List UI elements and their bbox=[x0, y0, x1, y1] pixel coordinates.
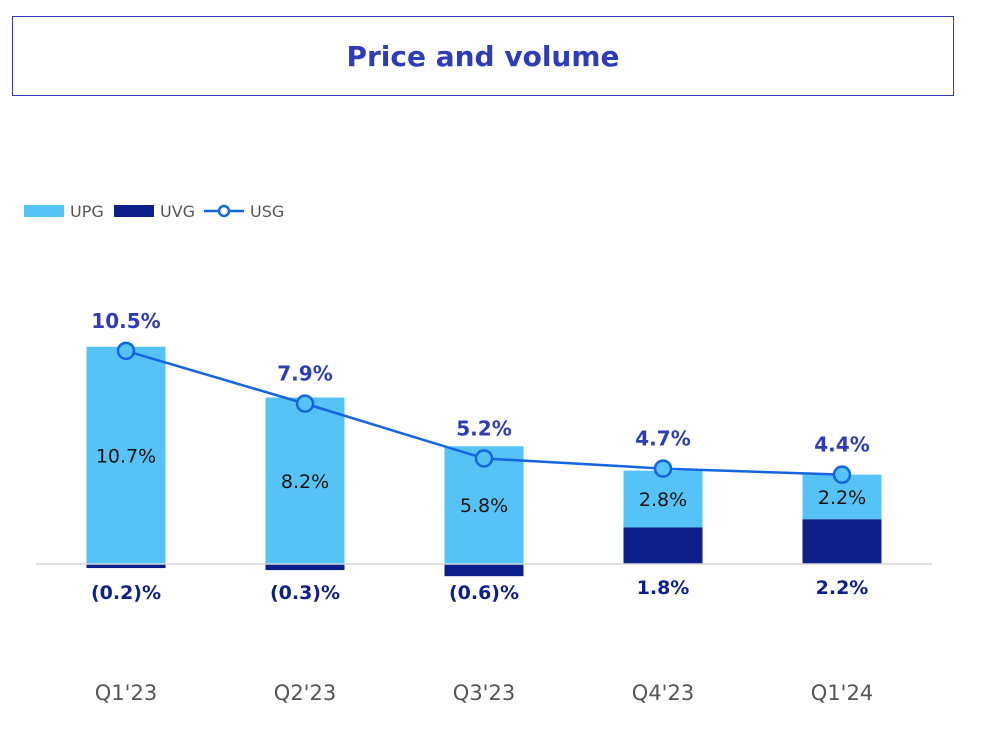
title-box: Price and volume bbox=[12, 16, 954, 96]
usg-marker-q2-23 bbox=[295, 394, 315, 413]
category-label-q1-23: Q1'23 bbox=[95, 681, 157, 705]
bar-upg-q4-23 bbox=[623, 470, 703, 528]
usg-marker-q3-23 bbox=[474, 449, 494, 468]
bar-uvg-q1-24 bbox=[802, 519, 882, 564]
legend-label-usg: USG bbox=[250, 202, 284, 221]
label-uvg-q4-23: 1.8% bbox=[637, 577, 690, 599]
label-uvg-q1-23: (0.2)% bbox=[91, 582, 161, 604]
usg-marker-q1-24 bbox=[832, 465, 852, 484]
category-label-q2-23: Q2'23 bbox=[274, 681, 336, 705]
label-usg-q4-23: 4.7% bbox=[635, 427, 690, 451]
label-uvg-q2-23: (0.3)% bbox=[270, 582, 340, 604]
category-label-q3-23: Q3'23 bbox=[453, 681, 515, 705]
label-usg-q1-24: 4.4% bbox=[814, 433, 869, 457]
label-upg-q2-23: 8.2% bbox=[281, 471, 329, 493]
usg-marker-q4-23 bbox=[653, 459, 673, 478]
legend-swatch-uvg bbox=[114, 205, 154, 217]
bar-uvg-q3-23 bbox=[444, 564, 524, 577]
chart-title: Price and volume bbox=[346, 39, 620, 73]
bar-upg-q2-23 bbox=[265, 397, 345, 564]
label-upg-q4-23: 2.8% bbox=[639, 489, 687, 511]
label-upg-q3-23: 5.8% bbox=[460, 495, 508, 517]
label-upg-q1-24: 2.2% bbox=[818, 487, 866, 509]
legend-swatch-upg bbox=[24, 205, 64, 217]
bar-uvg-q4-23 bbox=[623, 527, 703, 564]
label-upg-q1-23: 10.7% bbox=[96, 445, 156, 467]
bar-uvg-q1-23 bbox=[86, 564, 166, 569]
label-uvg-q1-24: 2.2% bbox=[816, 577, 869, 599]
legend-label-uvg: UVG bbox=[160, 202, 195, 221]
label-usg-q1-23: 10.5% bbox=[91, 309, 160, 333]
category-label-q1-24: Q1'24 bbox=[811, 681, 873, 705]
label-usg-q2-23: 7.9% bbox=[277, 362, 332, 386]
bar-uvg-q2-23 bbox=[265, 564, 345, 571]
bar-upg-q1-23 bbox=[86, 346, 166, 564]
legend-marker-usg bbox=[217, 204, 231, 218]
category-label-q4-23: Q4'23 bbox=[632, 681, 694, 705]
label-usg-q3-23: 5.2% bbox=[456, 416, 511, 440]
usg-marker-q1-23 bbox=[116, 341, 136, 361]
legend-label-upg: UPG bbox=[70, 202, 104, 221]
label-uvg-q3-23: (0.6)% bbox=[449, 582, 519, 604]
